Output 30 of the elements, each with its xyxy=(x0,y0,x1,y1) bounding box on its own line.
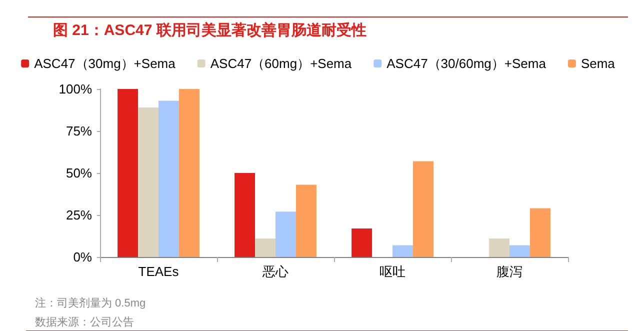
bar xyxy=(234,173,256,257)
x-tick-label: 腹泻 xyxy=(496,264,522,279)
bar xyxy=(392,245,413,257)
bar xyxy=(510,245,530,257)
y-tick-label: 75% xyxy=(66,124,92,138)
legend-label: ASC47（30mg）+Sema xyxy=(34,56,176,71)
bar xyxy=(412,161,434,257)
bar xyxy=(118,89,138,257)
legend-label: ASC47（60mg）+Sema xyxy=(210,56,352,71)
y-tick-label: 0% xyxy=(73,250,92,264)
bar xyxy=(178,89,200,257)
x-tick-label: 呕吐 xyxy=(380,264,406,279)
bar xyxy=(352,228,372,257)
legend-label: Sema xyxy=(580,56,616,71)
bar xyxy=(158,100,179,257)
bar xyxy=(530,208,550,257)
legend-label: ASC47（30/60mg）+Sema xyxy=(386,56,547,71)
bar xyxy=(489,238,510,257)
chart-title: 图 21：ASC47 联用司美显著改善胃肠道耐受性 xyxy=(53,21,366,39)
bar xyxy=(276,212,296,257)
y-tick-label: 50% xyxy=(66,166,92,180)
source-note: 数据来源：公司公告 xyxy=(35,316,134,328)
bar xyxy=(255,238,276,257)
bar xyxy=(138,107,158,257)
x-tick-label: 恶心 xyxy=(262,264,288,279)
x-tick-label: TEAEs xyxy=(138,264,180,279)
text: 注：司美剂量为 0.5mg xyxy=(35,296,146,310)
y-tick-label: 100% xyxy=(58,82,92,96)
y-tick-label: 25% xyxy=(66,208,92,222)
bar xyxy=(296,184,316,257)
